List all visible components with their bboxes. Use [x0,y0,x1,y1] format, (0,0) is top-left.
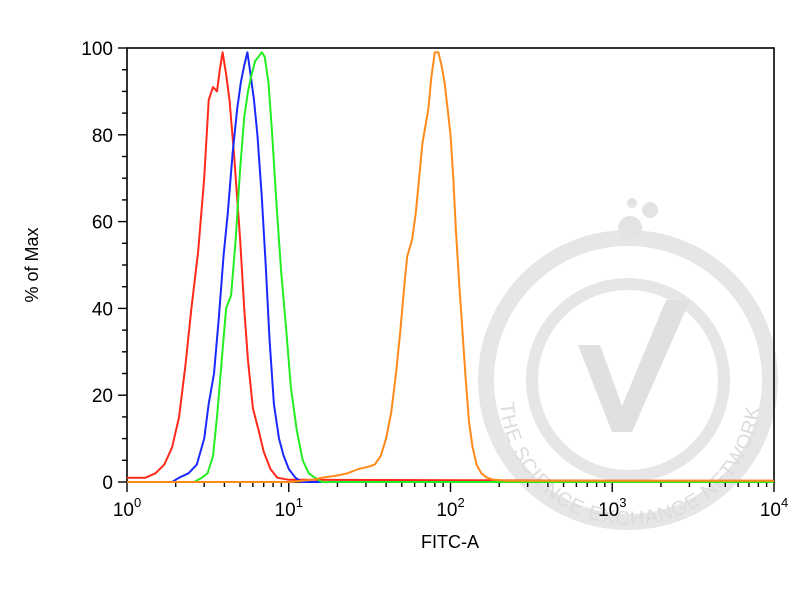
y-tick-label: 100 [81,39,113,60]
y-axis-title: % of Max [22,227,42,302]
series-line-2 [127,51,774,483]
series-line-3 [127,51,774,483]
series-line-4 [127,51,774,483]
x-tick-label: 100 [113,495,141,521]
y-tick-label: 40 [92,299,113,320]
x-axis-ticks [126,482,775,492]
x-tick-label: 102 [436,495,464,521]
watermark-inner-ring [526,278,730,482]
y-axis-tick-labels: 0 20 40 60 80 100 [81,39,113,494]
watermark-dot-icon [618,216,642,240]
x-axis-title: FITC-A [421,532,479,552]
y-tick-label: 80 [92,126,113,147]
y-tick-label: 20 [92,386,113,407]
y-axis-ticks [118,47,127,483]
series-group [127,51,774,483]
watermark-dot-icon [627,198,637,208]
y-tick-label: 0 [102,473,113,494]
series-line-1 [127,51,774,482]
x-tick-label: 101 [275,495,303,521]
plot-frame [126,47,775,483]
watermark-dot-icon [642,202,658,218]
watermark-check-icon [578,300,690,432]
x-tick-label: 104 [760,495,788,521]
x-tick-label: 103 [598,495,626,521]
x-axis-tick-labels: 100 101 102 103 104 [113,495,788,521]
y-tick-label: 60 [92,213,113,234]
